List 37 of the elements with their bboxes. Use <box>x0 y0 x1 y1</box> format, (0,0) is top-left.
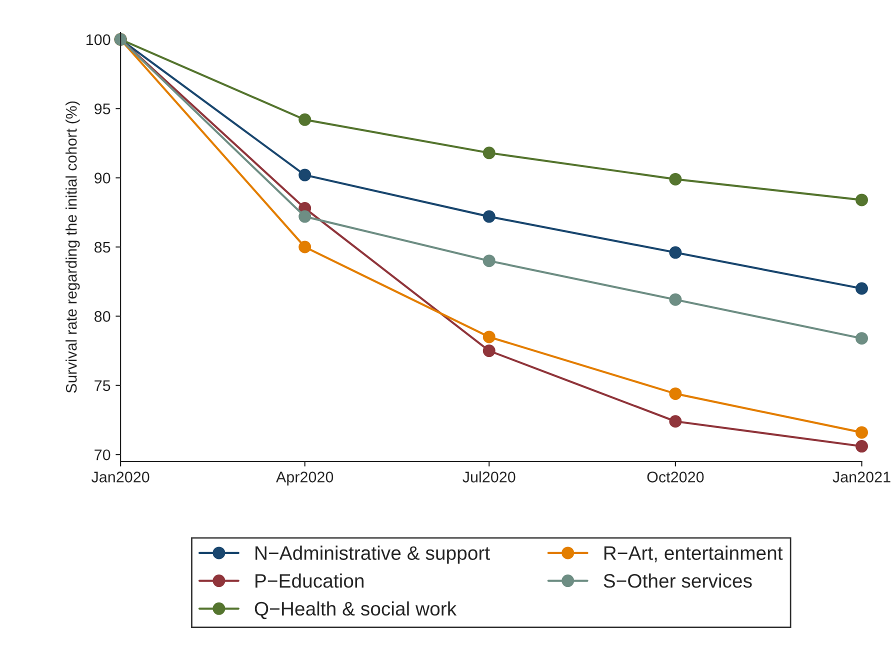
x-tick-label: Apr2020 <box>276 472 334 486</box>
legend-label: N−Administrative & support <box>256 546 490 564</box>
y-tick-label: 80 <box>94 311 110 322</box>
point <box>298 113 312 126</box>
point <box>298 168 312 182</box>
y-tick-label: 70 <box>94 449 110 460</box>
y-axis-title: Survival rate regarding the initial cohort (%) <box>66 101 80 393</box>
x-tick-label: Jul2020 <box>462 471 516 482</box>
y-tick-label: 90 <box>94 172 110 184</box>
x-tick-label: Jan2021 <box>832 472 890 482</box>
legend-label: R−Art, entertainment <box>604 546 783 562</box>
y-tick-label: 95 <box>94 103 110 114</box>
point <box>855 282 868 295</box>
point <box>669 387 682 400</box>
y-tick-label: 85 <box>94 242 110 253</box>
legend-label: Q−Health & social work <box>254 601 457 620</box>
point <box>482 344 496 358</box>
point <box>669 415 682 428</box>
point <box>669 246 682 259</box>
point <box>669 172 682 186</box>
point <box>482 146 496 160</box>
x-tick-label: Jan2020 <box>91 472 150 482</box>
point <box>669 293 682 306</box>
y-tick-label: 100 <box>86 34 110 46</box>
point <box>482 330 496 344</box>
point <box>482 210 496 223</box>
point <box>855 440 868 453</box>
point <box>298 240 312 254</box>
legend-label: P−Education <box>256 574 364 588</box>
x-tick-label: Oct2020 <box>647 472 704 482</box>
point <box>855 426 868 439</box>
point <box>482 254 496 268</box>
legend-label: S−Other services <box>604 574 752 588</box>
point <box>855 194 868 206</box>
point <box>298 210 312 223</box>
point <box>855 332 868 345</box>
y-tick-label: 75 <box>94 380 110 392</box>
